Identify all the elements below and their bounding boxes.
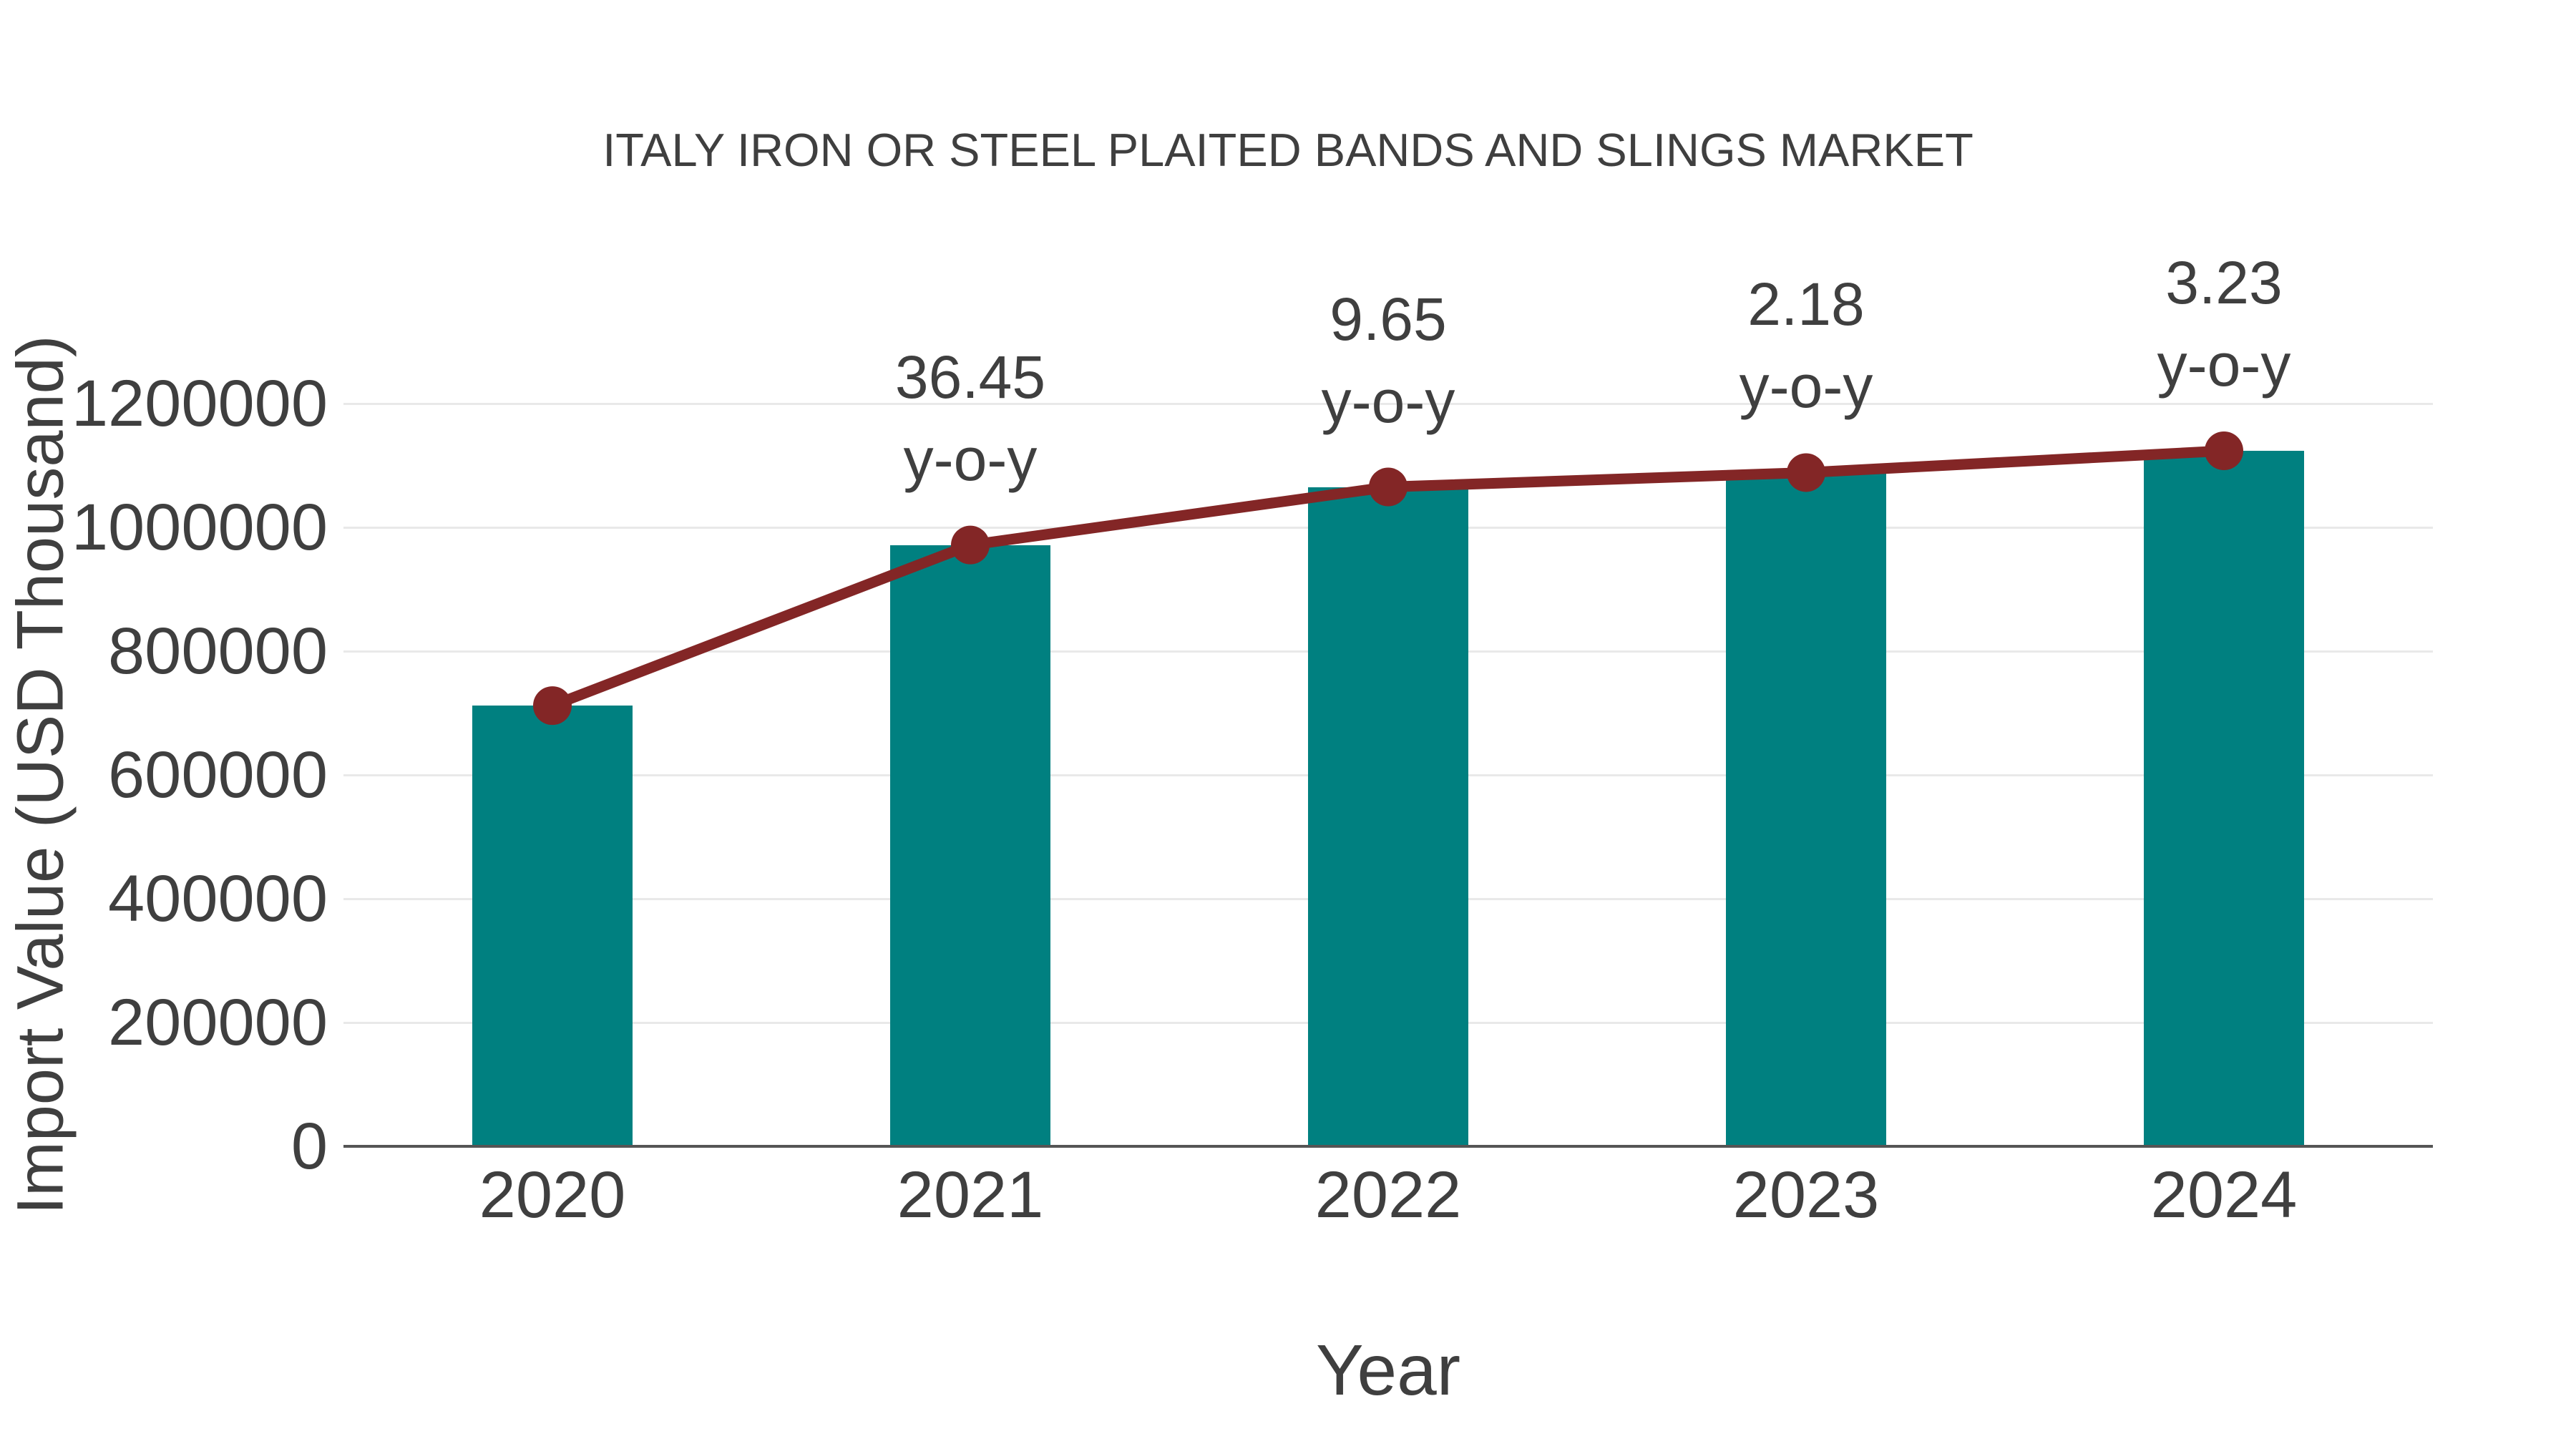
x-tick-label-2023: 2023 [1732, 1158, 1880, 1231]
y-tick-label-600000: 600000 [108, 738, 328, 811]
yoy-suffix-2024: y-o-y [2157, 331, 2291, 399]
y-tick-label-1000000: 1000000 [71, 491, 328, 564]
x-tick-label-2022: 2022 [1314, 1158, 1462, 1231]
trend-marker-2021 [951, 525, 990, 565]
yoy-annotation-2022: 9.65 y-o-y [1174, 278, 1603, 443]
y-tick-label-1200000: 1200000 [71, 367, 328, 440]
y-tick-label-200000: 200000 [108, 986, 328, 1059]
yoy-value-2024: 3.23 [2165, 248, 2283, 316]
yoy-annotation-2023: 2.18 y-o-y [1591, 263, 2021, 428]
bar-2020 [472, 706, 633, 1146]
bar-2023 [1726, 472, 1886, 1146]
x-tick-label-2020: 2020 [479, 1158, 626, 1231]
yoy-value-2021: 36.45 [894, 343, 1046, 411]
bar-2022 [1308, 487, 1468, 1146]
x-tick-label-2024: 2024 [2150, 1158, 2298, 1231]
bar-2024 [2144, 450, 2304, 1146]
yoy-annotation-2024: 3.23 y-o-y [2009, 242, 2439, 406]
gridline-1200000 [343, 402, 2433, 405]
yoy-value-2022: 9.65 [1330, 285, 1447, 353]
x-tick-label-2021: 2021 [897, 1158, 1044, 1231]
trend-marker-2023 [1787, 453, 1825, 492]
trend-marker-2022 [1369, 467, 1407, 507]
y-tick-label-400000: 400000 [108, 862, 328, 935]
chart-title: ITALY IRON OR STEEL PLAITED BANDS AND SL… [602, 124, 1974, 176]
trend-marker-2024 [2205, 431, 2243, 470]
yoy-suffix-2021: y-o-y [903, 425, 1038, 493]
bar-2021 [890, 545, 1050, 1146]
x-axis-line [343, 1145, 2433, 1148]
y-tick-label-0: 0 [291, 1110, 328, 1183]
trend-marker-2020 [533, 686, 572, 726]
x-axis-title: Year [1315, 1330, 1461, 1410]
y-tick-label-800000: 800000 [108, 615, 328, 688]
yoy-suffix-2023: y-o-y [1739, 353, 1873, 421]
yoy-annotation-2021: 36.45 y-o-y [756, 336, 1185, 501]
yoy-suffix-2022: y-o-y [1321, 367, 1455, 435]
yoy-value-2023: 2.18 [1747, 270, 1865, 338]
